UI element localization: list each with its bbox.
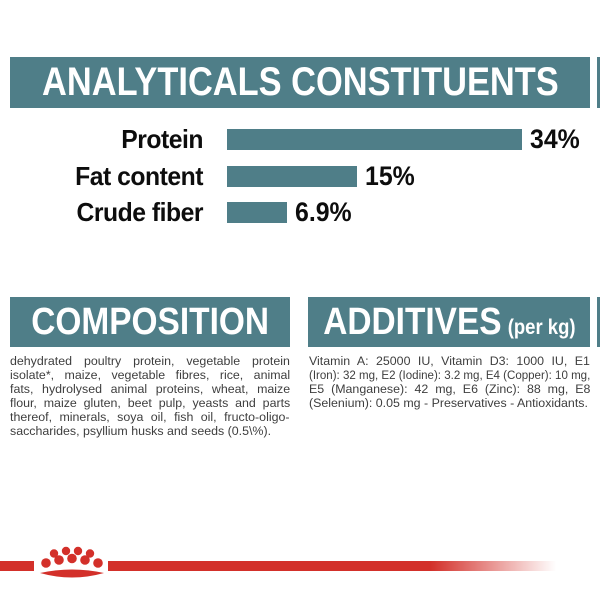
chart-row: Fat content 15%	[10, 161, 419, 191]
additives-line: Vitamin A: 25000 IU, Vitamin D3: 1000 IU…	[309, 354, 590, 369]
composition-line-text: flour, maize gluten, beet pulp, yeasts a…	[10, 396, 291, 410]
additives-edge-sliver	[597, 297, 600, 347]
additives-line: E5 (Manganese): 42 mg, E6 (Zinc): 88 mg,…	[309, 382, 591, 397]
composition-line: isolate*, maize, vegetable fibres, rice,…	[10, 368, 291, 383]
additives-line-text: Vitamin A: 25000 IU, Vitamin D3: 1000 IU…	[309, 354, 590, 368]
composition-title-text: COMPOSITION	[31, 300, 269, 343]
chart-category-label: Protein	[121, 124, 203, 154]
footer-rule-right	[108, 561, 556, 571]
composition-title: COMPOSITION	[31, 301, 269, 344]
chart-value-label: 6.9%	[295, 197, 352, 227]
composition-line: fats, hydrolysed animal proteins, wheat,…	[10, 382, 291, 397]
additives-line-text: (Selenium): 0.05 mg - Preservatives - An…	[309, 396, 588, 410]
header-edge-sliver	[597, 57, 600, 108]
additives-title: ADDITIVES (per kg)	[323, 301, 575, 344]
additives-header: ADDITIVES (per kg)	[308, 297, 590, 347]
additives-line: (Selenium): 0.05 mg - Preservatives - An…	[309, 396, 590, 411]
composition-line: thereof, minerals, soya oil, fish oil, f…	[10, 410, 290, 425]
additives-per-kg-suffix: (per kg)	[507, 315, 576, 339]
additives-line: (Iron): 32 mg, E2 (Iodine): 3.2 mg, E4 (…	[309, 368, 591, 383]
chart-bar	[227, 129, 522, 150]
analytical-constituents-header: ANALYTICALS CONSTITUENTS	[10, 57, 590, 108]
composition-line-text: fats, hydrolysed animal proteins, wheat,…	[10, 382, 291, 396]
composition-line-text: saccharides, psyllium husks and seeds (0…	[10, 424, 272, 438]
chart-value-label: 15%	[365, 161, 415, 191]
footer-rule-left	[0, 561, 34, 571]
composition-line-text: dehydrated poultry protein, vegetable pr…	[10, 354, 290, 368]
composition-line: saccharides, psyllium husks and seeds (0…	[10, 424, 290, 439]
composition-line: dehydrated poultry protein, vegetable pr…	[10, 354, 290, 369]
chart-bar	[227, 202, 287, 223]
composition-text: dehydrated poultry protein, vegetable pr…	[10, 354, 291, 439]
chart-category-label: Crude fiber	[76, 197, 203, 227]
additives-line-text: (Iron): 32 mg, E2 (Iodine): 3.2 mg, E4 (…	[309, 368, 591, 382]
composition-header: COMPOSITION	[10, 297, 290, 347]
chart-category-label: Fat content	[75, 161, 203, 191]
chart-bar	[227, 166, 357, 187]
composition-line-text: thereof, minerals, soya oil, fish oil, f…	[10, 410, 290, 424]
nutrition-bar-chart: Protein 34% Fat content 15% Crude fiber 6.9%	[10, 118, 595, 233]
composition-line: flour, maize gluten, beet pulp, yeasts a…	[10, 396, 291, 411]
chart-row: Crude fiber 6.9%	[10, 197, 357, 227]
royal-canin-crown-icon	[40, 546, 104, 578]
additives-title-text: ADDITIVES	[322, 300, 502, 343]
additives-text: Vitamin A: 25000 IU, Vitamin D3: 1000 IU…	[309, 354, 591, 411]
additives-line-text: E5 (Manganese): 42 mg, E6 (Zinc): 88 mg,…	[309, 382, 591, 396]
chart-row: Protein 34%	[10, 124, 584, 154]
composition-line-text: isolate*, maize, vegetable fibres, rice,…	[10, 368, 291, 382]
analytical-constituents-title: ANALYTICALS CONSTITUENTS	[41, 60, 559, 104]
chart-value-label: 34%	[530, 124, 580, 154]
